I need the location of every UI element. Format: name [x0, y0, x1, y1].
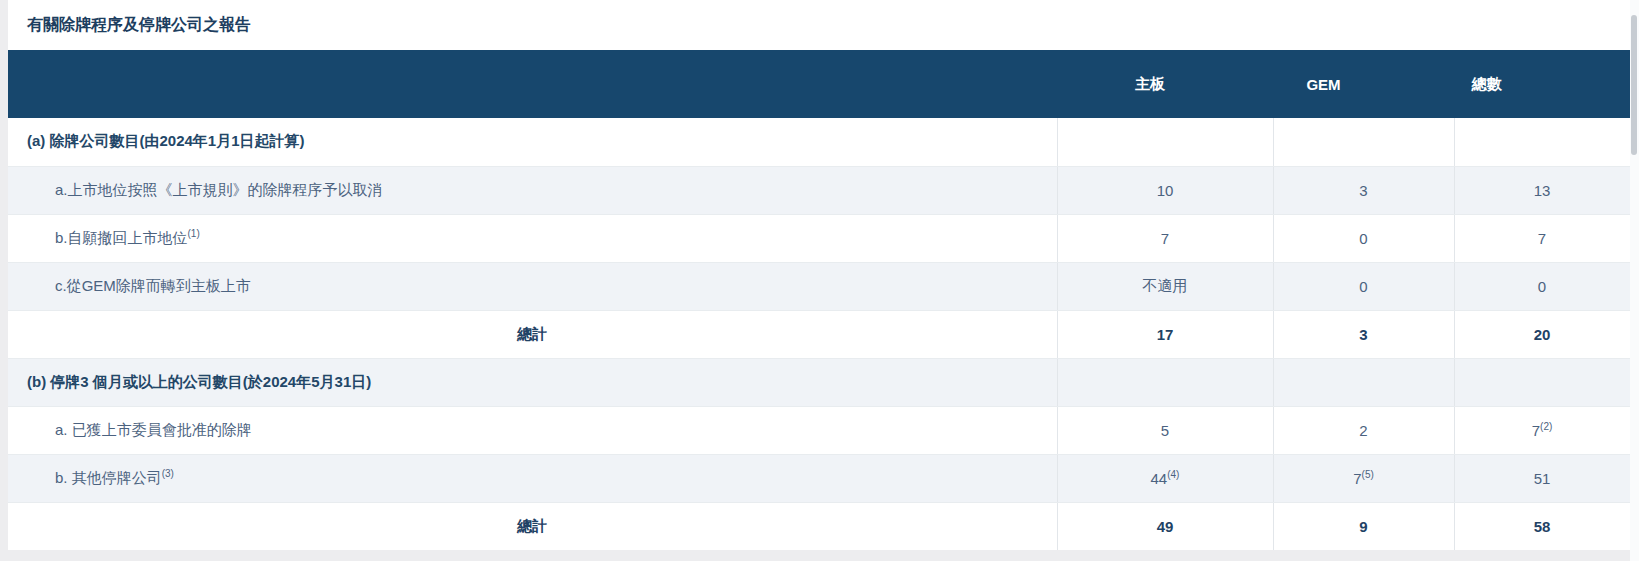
delisting-report-table: 主板 GEM 總數 (a) 除牌公司數目(由2024年1月1日起計算)a.上市地… [8, 50, 1631, 551]
table-row: a.上市地位按照《上市規則》的除牌程序予以取消10313 [8, 166, 1630, 214]
page-title: 有關除牌程序及停牌公司之報告 [27, 15, 251, 36]
value-cell: 13 [1454, 166, 1630, 214]
value-cell [1454, 118, 1630, 166]
value-cell: 3 [1273, 310, 1454, 358]
table-row: 總計17320 [8, 310, 1630, 358]
value-cell: 10 [1057, 166, 1273, 214]
footnote-marker: (3) [162, 468, 174, 479]
value-cell: 7 [1454, 214, 1630, 262]
value-cell [1273, 358, 1454, 406]
row-label: (a) 除牌公司數目(由2024年1月1日起計算) [8, 118, 1057, 166]
report-page: 有關除牌程序及停牌公司之報告 主板 GEM 總數 (a) 除牌公司數目(由202… [0, 0, 1639, 561]
value-cell: 7 [1057, 214, 1273, 262]
row-label: c.從GEM除牌而轉到主板上市 [8, 262, 1057, 310]
value-cell [1273, 118, 1454, 166]
value-cell: 51 [1454, 454, 1630, 502]
value-cell: 3 [1273, 166, 1454, 214]
page-left-margin [0, 0, 8, 561]
page-bottom-margin [0, 550, 1631, 561]
value-cell: 2 [1273, 406, 1454, 454]
column-header-total: 總數 [1454, 50, 1630, 118]
row-label: 總計 [8, 502, 1057, 550]
footnote-marker: (4) [1167, 469, 1179, 480]
footnote-marker: (2) [1540, 421, 1552, 432]
value-cell: 9 [1273, 502, 1454, 550]
value-cell: 44(4) [1057, 454, 1273, 502]
table-row: (a) 除牌公司數目(由2024年1月1日起計算) [8, 118, 1630, 166]
table-header: 主板 GEM 總數 [8, 50, 1630, 118]
row-label: (b) 停牌3 個月或以上的公司數目(於2024年5月31日) [8, 358, 1057, 406]
table-row: b. 其他停牌公司(3)44(4)7(5)51 [8, 454, 1630, 502]
value-cell: 5 [1057, 406, 1273, 454]
row-label: b.自願撤回上市地位(1) [8, 214, 1057, 262]
row-label: a.上市地位按照《上市規則》的除牌程序予以取消 [8, 166, 1057, 214]
footnote-marker: (1) [188, 228, 200, 239]
value-cell: 17 [1057, 310, 1273, 358]
table-header-row: 主板 GEM 總數 [8, 50, 1630, 118]
value-cell: 7(2) [1454, 406, 1630, 454]
row-label: b. 其他停牌公司(3) [8, 454, 1057, 502]
column-header-gem: GEM [1273, 50, 1454, 118]
table-row: 總計49958 [8, 502, 1630, 550]
value-cell [1057, 118, 1273, 166]
column-header-mainboard: 主板 [1057, 50, 1273, 118]
footnote-marker: (5) [1362, 469, 1374, 480]
value-cell: 0 [1273, 214, 1454, 262]
value-cell: 0 [1454, 262, 1630, 310]
value-cell: 20 [1454, 310, 1630, 358]
value-cell: 0 [1273, 262, 1454, 310]
vertical-scrollbar-thumb[interactable] [1631, 15, 1637, 155]
value-cell: 不適用 [1057, 262, 1273, 310]
table-row: b.自願撤回上市地位(1)707 [8, 214, 1630, 262]
value-cell: 49 [1057, 502, 1273, 550]
value-cell: 7(5) [1273, 454, 1454, 502]
value-cell: 58 [1454, 502, 1630, 550]
table-row: (b) 停牌3 個月或以上的公司數目(於2024年5月31日) [8, 358, 1630, 406]
column-header-empty [8, 50, 1057, 118]
value-cell [1454, 358, 1630, 406]
table-body: (a) 除牌公司數目(由2024年1月1日起計算)a.上市地位按照《上市規則》的… [8, 118, 1630, 550]
table-row: c.從GEM除牌而轉到主板上市不適用00 [8, 262, 1630, 310]
row-label: 總計 [8, 310, 1057, 358]
value-cell [1057, 358, 1273, 406]
row-label: a. 已獲上市委員會批准的除牌 [8, 406, 1057, 454]
table-row: a. 已獲上市委員會批准的除牌527(2) [8, 406, 1630, 454]
